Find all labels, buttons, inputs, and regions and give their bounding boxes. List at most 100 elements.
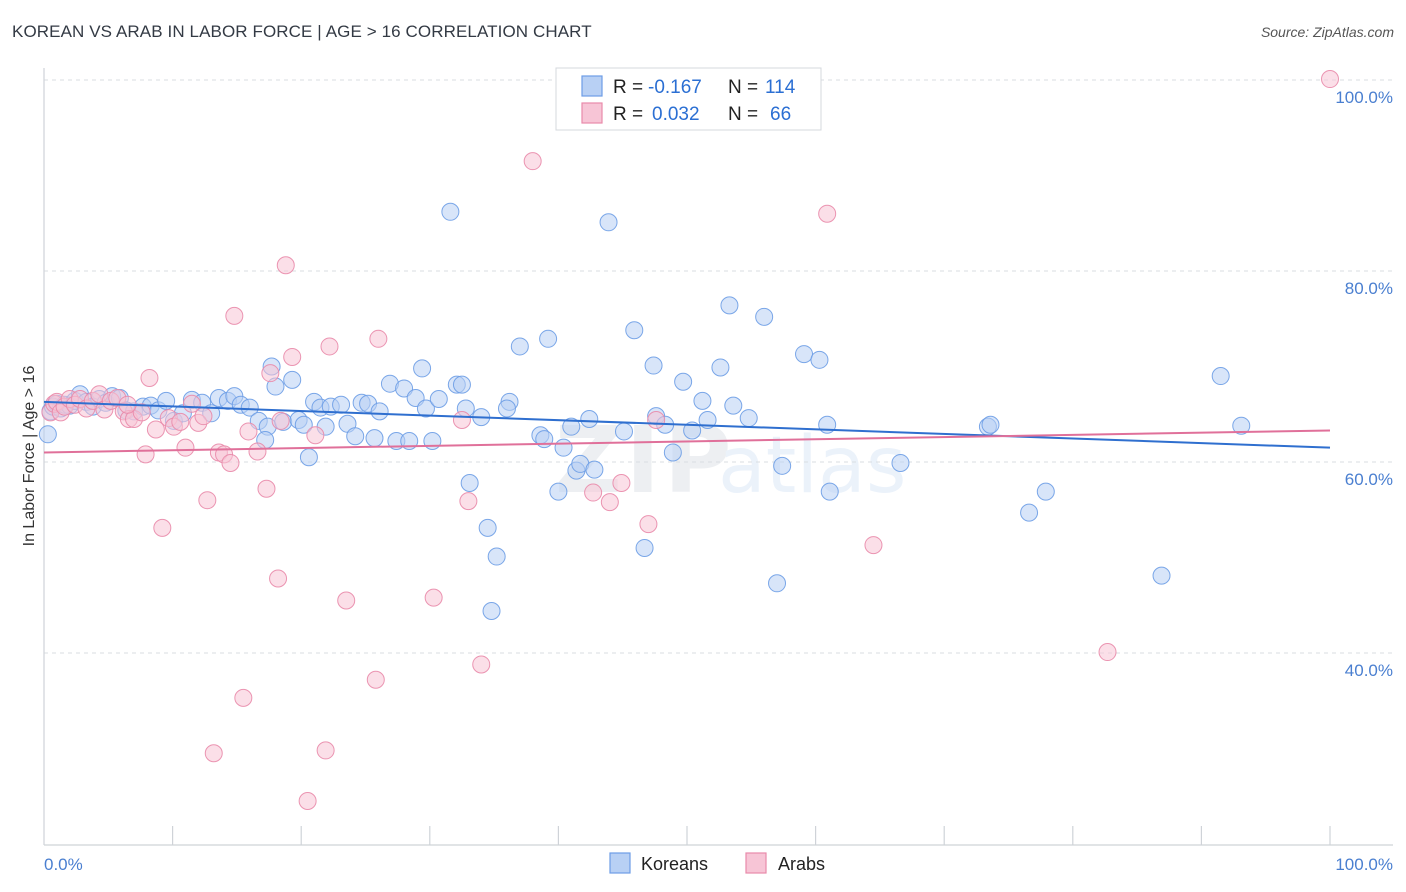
point-koreans (773, 456, 792, 475)
y-tick-label: 60.0% (1345, 470, 1393, 489)
point-arabs (276, 256, 295, 275)
point-arabs (306, 426, 325, 445)
point-koreans (711, 358, 730, 377)
point-koreans (478, 518, 497, 537)
point-arabs (612, 474, 631, 493)
point-koreans (810, 350, 829, 369)
point-arabs (584, 483, 603, 502)
point-arabs (1321, 70, 1339, 89)
point-arabs (194, 407, 213, 426)
legend-swatch-arabs (581, 102, 603, 124)
point-koreans (294, 415, 313, 434)
point-arabs (234, 688, 253, 707)
point-koreans (683, 421, 702, 440)
point-koreans (535, 430, 554, 449)
point-koreans (599, 213, 618, 232)
point-koreans (580, 410, 599, 429)
point-koreans (981, 415, 1000, 434)
x-axis-ticks (172, 826, 1331, 845)
point-koreans (1020, 503, 1039, 522)
legend-r-arabs: 0.032 (652, 104, 700, 125)
point-koreans (795, 345, 814, 364)
y-tick-label: 40.0% (1345, 661, 1393, 680)
point-koreans (1232, 416, 1251, 435)
point-arabs (600, 493, 619, 512)
point-arabs (337, 591, 356, 610)
point-arabs (146, 420, 165, 439)
point-arabs (171, 412, 190, 431)
point-arabs (176, 438, 195, 457)
legend-r-label: R = (613, 104, 643, 125)
legend-n-arabs: 66 (770, 104, 791, 125)
point-arabs (320, 337, 339, 356)
point-koreans (724, 396, 743, 415)
point-arabs (424, 588, 443, 607)
point-koreans (441, 202, 460, 221)
legend-n-koreans: 114 (765, 77, 796, 98)
point-arabs (248, 442, 267, 461)
point-koreans (346, 427, 365, 446)
y-tick-label: 100.0% (1335, 88, 1393, 107)
legend-r-koreans: -0.167 (648, 77, 702, 98)
svg-text:atlas: atlas (718, 421, 907, 511)
point-koreans (497, 399, 516, 418)
point-koreans (644, 356, 663, 375)
chart-title: KOREAN VS ARAB IN LABOR FORCE | AGE > 16… (12, 22, 592, 41)
point-koreans (625, 321, 644, 340)
point-koreans (739, 409, 758, 428)
point-koreans (487, 547, 506, 566)
point-koreans (299, 448, 318, 467)
point-koreans (332, 395, 351, 414)
point-koreans (482, 601, 501, 620)
legend-n-label: N = (728, 77, 758, 98)
point-arabs (452, 410, 471, 429)
stats-legend: R = -0.167 N = 114 R = 0.032 N = 66 (555, 67, 822, 131)
data-points (38, 70, 1339, 811)
point-koreans (240, 398, 259, 417)
point-arabs (523, 152, 542, 171)
point-koreans (423, 431, 442, 450)
point-koreans (395, 379, 414, 398)
legend-swatch-koreans (581, 75, 603, 97)
x-tick-label-right: 100.0% (1335, 855, 1393, 874)
point-koreans (614, 422, 633, 441)
point-arabs (298, 792, 317, 811)
point-arabs (269, 569, 288, 588)
point-arabs (271, 411, 290, 430)
point-koreans (663, 443, 682, 462)
point-arabs (316, 741, 335, 760)
point-arabs (472, 655, 491, 674)
point-koreans (674, 372, 693, 391)
y-tick-label: 80.0% (1345, 279, 1393, 298)
point-koreans (585, 460, 604, 479)
point-koreans (549, 482, 568, 501)
x-tick-label-left: 0.0% (44, 855, 83, 874)
point-arabs (204, 744, 223, 763)
legend-label-arabs: Arabs (778, 854, 825, 874)
point-koreans (1211, 367, 1230, 386)
point-koreans (562, 417, 581, 436)
point-arabs (225, 306, 244, 325)
legend-swatch-arabs-bottom (745, 852, 767, 874)
point-arabs (198, 491, 217, 510)
point-koreans (693, 391, 712, 410)
legend-label-koreans: Koreans (641, 854, 708, 874)
point-arabs (647, 410, 666, 429)
legend-r-label: R = (613, 77, 643, 98)
point-koreans (755, 307, 774, 326)
point-arabs (818, 204, 837, 223)
point-arabs (864, 536, 883, 555)
point-arabs (639, 515, 658, 534)
trend-lines (43, 400, 1331, 454)
point-koreans (820, 482, 839, 501)
point-arabs (136, 445, 155, 464)
point-arabs (132, 403, 151, 422)
point-arabs (366, 670, 385, 689)
point-koreans (365, 429, 384, 448)
point-koreans (891, 453, 910, 472)
trend-line-koreans (43, 400, 1331, 449)
source-credit: Source: ZipAtlas.com (1260, 24, 1394, 40)
point-arabs (369, 329, 388, 348)
point-arabs (261, 364, 280, 383)
